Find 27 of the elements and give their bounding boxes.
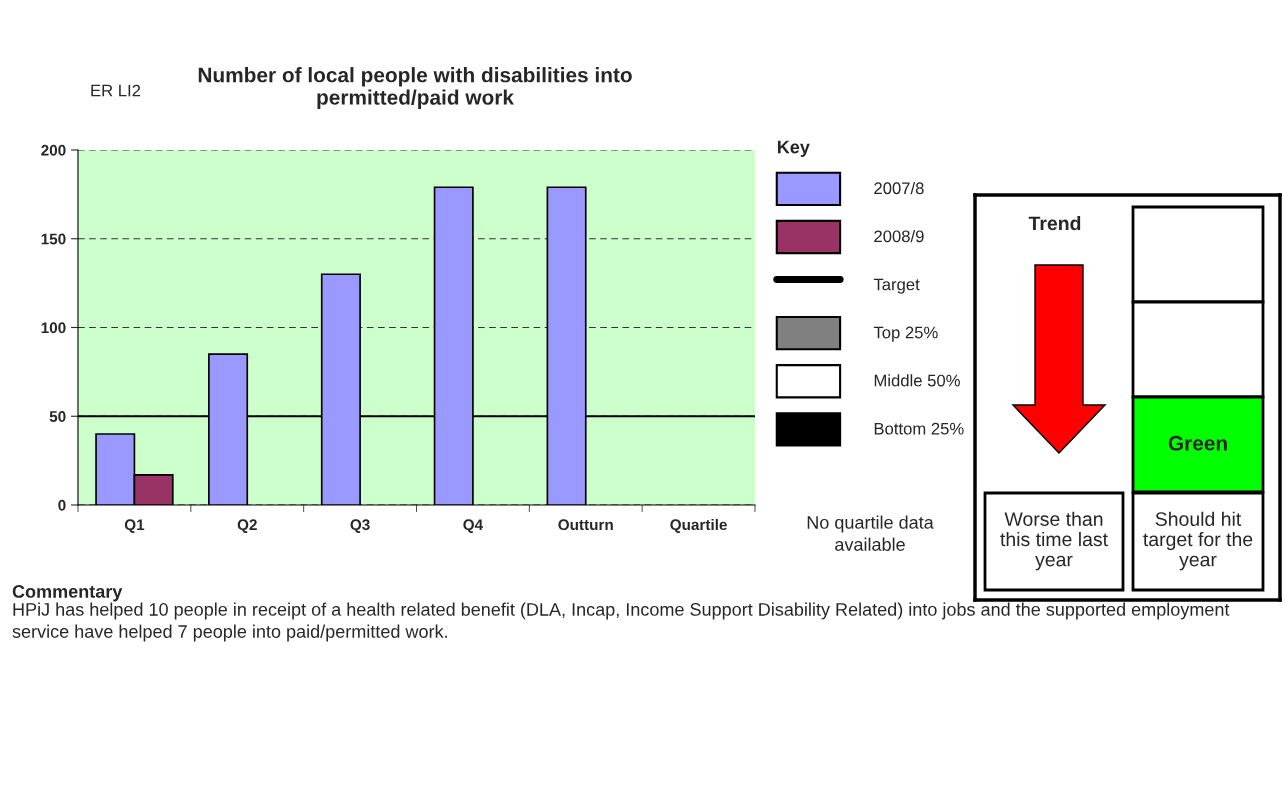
chart-title: Number of local people with disabilities into permitted/paid work	[198, 67, 632, 109]
legend-label: Target	[873, 278, 920, 294]
legend-label: Middle 50%	[874, 374, 960, 387]
x-tick-label: Q4	[463, 519, 484, 533]
text: Should hit target for the year	[1143, 511, 1253, 571]
x-tick-label: Q1	[124, 519, 145, 533]
legend-label: Top 25%	[873, 326, 938, 342]
y-tick-label: 200	[41, 144, 66, 156]
y-tick-label: 100	[41, 322, 66, 334]
text: ER LI2	[91, 84, 141, 97]
legend-label: 2008/9	[874, 229, 924, 243]
x-tick-label: Q2	[237, 519, 257, 533]
text: Trend	[1028, 215, 1081, 231]
text: HPiJ has helped 10 people in receipt of a health related benefit (DLA, Incap, Income Support Disability Related) into jobs and the supported employment service have helped 7 people into paid/permitted work.	[12, 602, 1230, 642]
text: Commentary	[12, 585, 123, 602]
y-tick-label: 150	[41, 233, 66, 245]
y-tick-label: 0	[58, 499, 66, 511]
text: No quartile data available	[807, 515, 934, 551]
x-tick-label: Quartile	[670, 518, 727, 533]
x-tick-label: Q3	[350, 519, 370, 533]
legend-label: Bottom 25%	[874, 422, 964, 435]
y-tick-label: 50	[49, 411, 66, 422]
text: Worse than this time last year	[1000, 511, 1108, 571]
text: Green	[1168, 435, 1227, 451]
legend-label: 2007/8	[874, 181, 924, 195]
legend-title: Key	[777, 140, 810, 157]
x-tick-label: Outturn	[558, 519, 613, 531]
